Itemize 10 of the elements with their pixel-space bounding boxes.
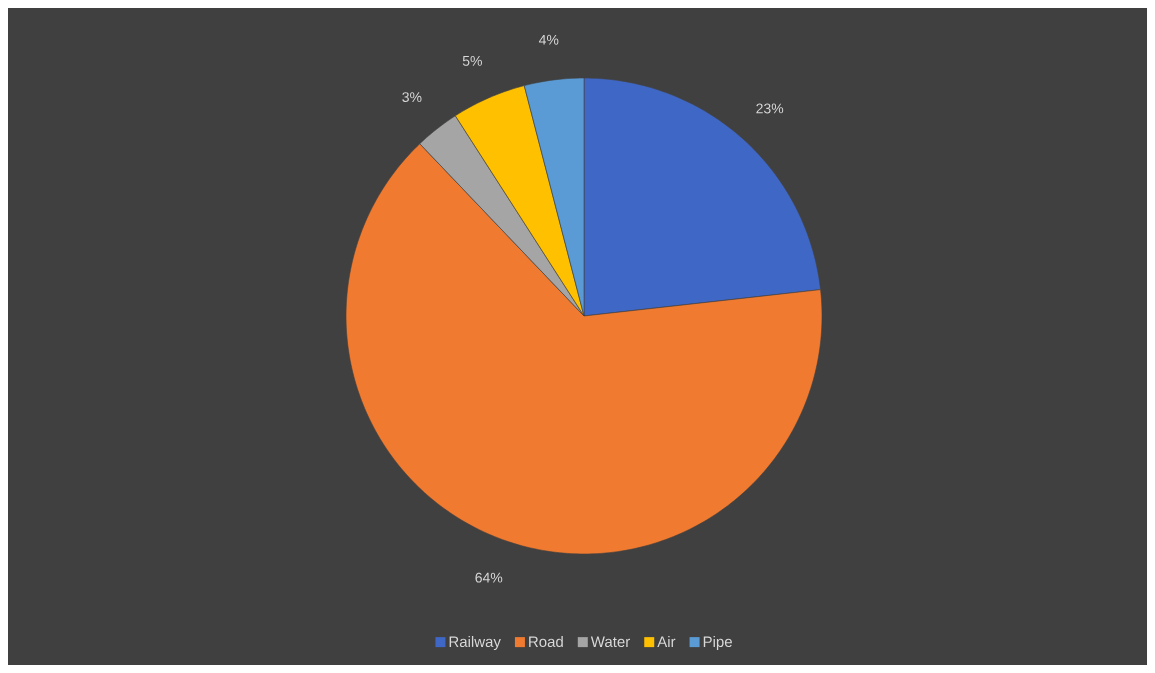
legend-label: Road (529, 636, 563, 648)
data-label: 64% (475, 572, 503, 583)
legend-label: Railway (449, 636, 501, 650)
data-label: 23% (756, 103, 784, 114)
data-label: 3% (402, 92, 422, 103)
data-label: 5% (462, 55, 482, 66)
legend-label: Air (657, 636, 676, 647)
data-label: 4% (538, 34, 559, 45)
legend-label: Pipe (703, 636, 732, 650)
legend-label: Water (590, 636, 630, 648)
